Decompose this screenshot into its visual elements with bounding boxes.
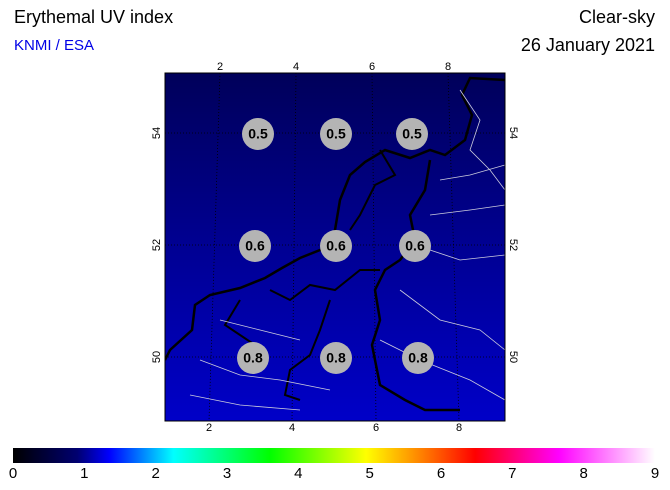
colorbar-label: 6: [437, 465, 445, 482]
colorbar-label: 4: [294, 465, 302, 482]
uv-value: 0.6: [326, 238, 346, 254]
colorbar-label: 2: [151, 465, 159, 482]
source: KNMI / ESA: [14, 37, 94, 54]
colorbar-label: 8: [579, 465, 587, 482]
title: Erythemal UV index: [14, 7, 173, 27]
colorbar-label: 5: [365, 465, 373, 482]
map-frame: [164, 72, 506, 422]
uv-marker: [242, 118, 274, 150]
uv-marker: [320, 342, 352, 374]
uv-value: 0.5: [326, 126, 346, 142]
uv-marker: [320, 230, 352, 262]
lon-tick-label: 4: [293, 61, 299, 73]
uv-value: 0.6: [405, 238, 425, 254]
lat-tick-label: 52: [151, 239, 163, 251]
border: [223, 269, 380, 401]
lon-tick-label: 4: [289, 422, 295, 434]
uv-marker: [399, 230, 431, 262]
lon-tick-label: 6: [369, 61, 375, 73]
lon-tick-label: 2: [217, 61, 223, 73]
uv-value: 0.8: [243, 350, 263, 366]
uv-marker: [239, 230, 271, 262]
colorbar: [13, 448, 655, 463]
colorbar-label: 1: [80, 465, 88, 482]
lat-tick-label: 54: [507, 127, 519, 139]
coastline: [349, 149, 397, 231]
graticule: [165, 73, 505, 421]
lon-tick-label: 8: [456, 422, 462, 434]
lat-tick-label: 52: [507, 239, 519, 251]
coastline: [165, 76, 505, 361]
condition: Clear-sky: [579, 7, 655, 27]
border: [370, 159, 460, 412]
uv-marker: [237, 342, 269, 374]
colorbar-label: 3: [223, 465, 231, 482]
uv-value: 0.6: [245, 238, 265, 254]
uv-value: 0.8: [326, 350, 346, 366]
uv-value: 0.5: [248, 126, 268, 142]
uv-marker: [396, 118, 428, 150]
lat-tick-label: 50: [151, 351, 163, 363]
uv-marker: [402, 342, 434, 374]
lat-tick-label: 50: [507, 351, 519, 363]
colorbar-label: 0: [9, 465, 17, 482]
lat-tick-label: 54: [151, 127, 163, 139]
uv-marker: [320, 118, 352, 150]
rivers: [189, 89, 505, 411]
date: 26 January 2021: [521, 35, 655, 55]
lon-tick-label: 8: [445, 61, 451, 73]
lon-tick-label: 2: [206, 422, 212, 434]
colorbar-label: 7: [508, 465, 516, 482]
lon-tick-label: 6: [373, 422, 379, 434]
uv-value: 0.8: [408, 350, 428, 366]
uv-value: 0.5: [402, 126, 422, 142]
colorbar-label: 9: [651, 465, 659, 482]
